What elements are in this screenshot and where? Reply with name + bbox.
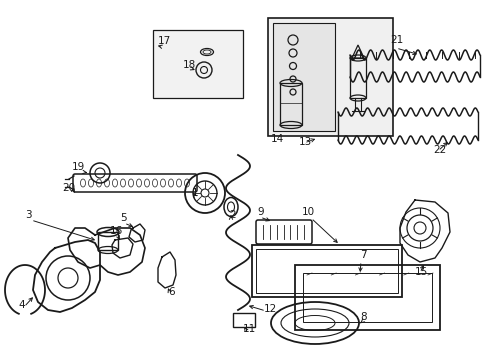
Text: 15: 15: [414, 267, 427, 277]
Text: 17: 17: [158, 36, 171, 46]
Bar: [256, 249, 397, 293]
Text: 1: 1: [192, 188, 198, 198]
Bar: [153, 30, 243, 98]
Bar: [294, 265, 439, 330]
Text: 18: 18: [183, 60, 196, 70]
Text: 13: 13: [298, 137, 312, 147]
Bar: [272, 23, 334, 131]
Text: 20: 20: [62, 183, 75, 193]
Text: 19: 19: [72, 162, 85, 172]
Bar: [232, 313, 254, 327]
Text: 7: 7: [359, 250, 366, 260]
Text: 4: 4: [18, 300, 24, 310]
Text: 14: 14: [270, 134, 284, 144]
Text: 10: 10: [302, 207, 314, 217]
Text: 6: 6: [168, 287, 174, 297]
Bar: [280, 83, 302, 125]
Bar: [98, 232, 118, 250]
Text: 21: 21: [389, 35, 403, 45]
Bar: [303, 273, 431, 322]
Text: 3: 3: [25, 210, 32, 220]
Bar: [267, 18, 392, 136]
Bar: [251, 245, 401, 297]
Text: 16: 16: [110, 226, 123, 236]
Text: 5: 5: [120, 213, 126, 223]
Text: 8: 8: [359, 312, 366, 322]
Text: 9: 9: [257, 207, 263, 217]
Text: 11: 11: [243, 324, 256, 334]
Text: 12: 12: [264, 304, 277, 314]
Text: 22: 22: [432, 145, 446, 155]
Bar: [349, 58, 365, 98]
Text: 2: 2: [228, 210, 235, 220]
